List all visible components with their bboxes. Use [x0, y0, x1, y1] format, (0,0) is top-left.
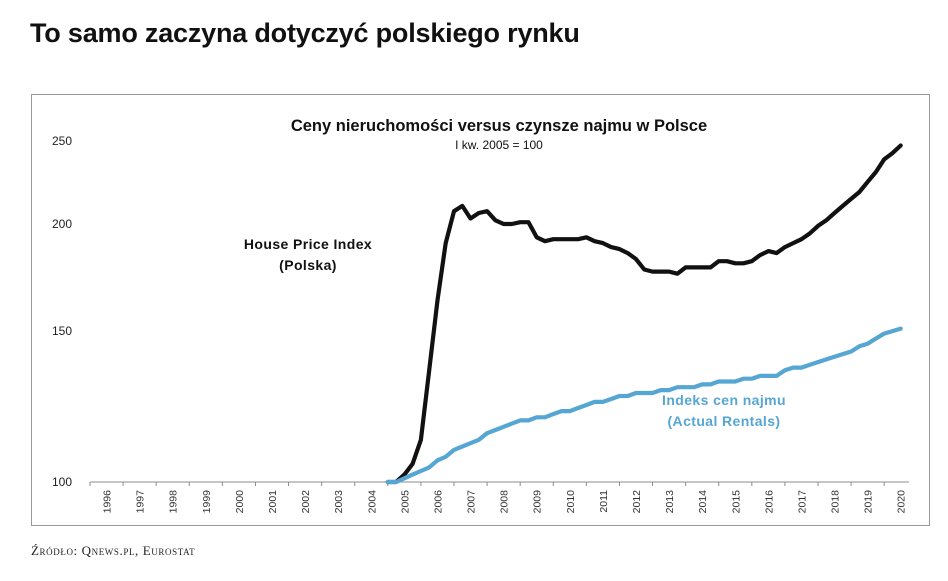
- series-annotation-line1: House Price Index: [244, 236, 372, 252]
- x-tick-label: 2013: [664, 490, 676, 514]
- x-tick-label: 2003: [333, 490, 345, 514]
- x-tick-label: 2002: [300, 490, 312, 514]
- x-tick-label: 2007: [466, 490, 478, 514]
- line-chart: Ceny nieruchomości versus czynsze najmu …: [52, 117, 909, 514]
- x-tick-label: 2018: [830, 490, 842, 514]
- x-tick-label: 2015: [730, 490, 742, 514]
- x-tick-label: 2001: [267, 490, 279, 514]
- x-tick-label: 2011: [598, 490, 610, 513]
- source-note: Źródło: Qnews.pl, Eurostat: [31, 543, 196, 558]
- x-tick-label: 1996: [102, 490, 114, 514]
- x-tick-label: 2012: [631, 490, 643, 514]
- x-tick-label: 2014: [697, 490, 709, 514]
- headline: To samo zaczyna dotyczyć polskiego rynku: [30, 18, 580, 48]
- chart-frame: Ceny nieruchomości versus czynsze najmu …: [31, 94, 930, 526]
- y-tick-label: 100: [52, 475, 72, 489]
- y-axis-ticks: 100 150 200 250: [52, 134, 72, 489]
- x-tick-label: 2020: [896, 490, 908, 514]
- x-tick-label: 2005: [399, 490, 411, 514]
- chart-subtitle: I kw. 2005 = 100: [455, 138, 543, 152]
- series-layer: [385, 143, 903, 485]
- x-axis: 1996 1997 1998 1999 2000 2001 2002 2003 2004 2005…: [89, 481, 909, 514]
- y-tick-label: 150: [52, 324, 72, 338]
- x-tick-label: 2008: [499, 490, 511, 514]
- x-tick-label: 2006: [432, 490, 444, 514]
- chart-title: Ceny nieruchomości versus czynsze najmu …: [291, 117, 707, 135]
- x-tick-label: 1999: [201, 490, 213, 514]
- x-tick-label: 2019: [863, 490, 875, 514]
- x-tick-label: 1998: [168, 490, 180, 514]
- x-tick-label: 2009: [532, 490, 544, 514]
- series-annotation-line1: Indeks cen najmu: [662, 392, 786, 408]
- x-tick-label: 2010: [565, 490, 577, 514]
- x-tick-label: 2016: [763, 490, 775, 514]
- annotation-layer: House Price Index (Polska) Indeks cen najm…: [244, 236, 786, 429]
- series-line-rent-index: [385, 326, 903, 485]
- y-tick-label: 200: [52, 217, 72, 231]
- x-tick-label: 2004: [366, 490, 378, 514]
- series-annotation-line2: (Polska): [279, 257, 337, 273]
- series-annotation-line2: (Actual Rentals): [668, 413, 781, 429]
- y-tick-label: 250: [52, 134, 72, 148]
- x-tick-label: 2000: [234, 490, 246, 514]
- x-tick-label: 1997: [135, 490, 147, 514]
- series-line-house-price-index: [385, 143, 903, 485]
- x-tick-label: 2017: [796, 490, 808, 514]
